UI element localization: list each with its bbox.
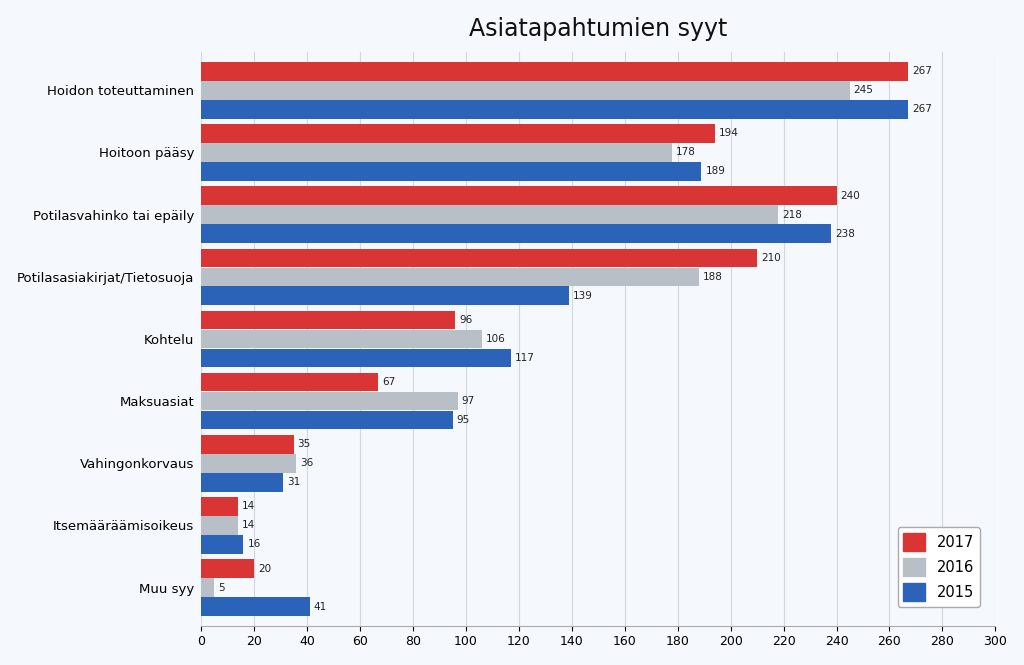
Text: 106: 106 [485,334,506,344]
Text: 31: 31 [287,477,300,487]
Text: 194: 194 [719,128,738,138]
Bar [201,81,850,100]
Text: 117: 117 [515,353,535,363]
Text: 20: 20 [258,564,271,574]
Text: 97: 97 [462,396,475,406]
Bar [201,205,778,224]
Bar [201,559,254,578]
Bar [201,143,673,162]
Bar [201,62,908,80]
Bar [201,597,309,616]
Bar [201,516,238,535]
Title: Asiatapahtumien syyt: Asiatapahtumien syyt [469,17,727,41]
Text: 189: 189 [706,166,725,176]
Bar [201,224,831,243]
Bar [201,579,214,597]
Text: 210: 210 [761,253,780,263]
Bar [201,392,458,410]
Bar [201,373,379,392]
Text: 178: 178 [676,148,696,158]
Text: 41: 41 [313,602,327,612]
Legend: 2017, 2016, 2015: 2017, 2016, 2015 [898,527,980,607]
Text: 238: 238 [836,229,855,239]
Bar [201,411,453,430]
Text: 188: 188 [702,272,723,282]
Bar [201,435,294,454]
Bar [201,311,456,329]
Text: 67: 67 [382,377,395,387]
Text: 218: 218 [782,209,802,219]
Text: 36: 36 [300,458,313,468]
Text: 14: 14 [242,521,255,531]
Text: 16: 16 [248,539,260,549]
Bar [201,348,511,367]
Bar [201,535,244,554]
Text: 267: 267 [912,104,932,114]
Text: 240: 240 [841,191,860,201]
Bar [201,249,757,267]
Bar [201,267,698,286]
Bar [201,473,283,491]
Bar [201,287,569,305]
Bar [201,454,296,473]
Text: 139: 139 [573,291,593,301]
Text: 96: 96 [459,315,472,325]
Text: 245: 245 [854,85,873,95]
Bar [201,124,715,143]
Bar [201,162,701,181]
Bar [201,330,481,348]
Text: 95: 95 [457,415,470,425]
Text: 35: 35 [298,440,311,450]
Text: 267: 267 [912,66,932,76]
Text: 5: 5 [218,583,225,593]
Text: 14: 14 [242,501,255,511]
Bar [201,186,837,205]
Bar [201,497,238,516]
Bar [201,100,908,118]
